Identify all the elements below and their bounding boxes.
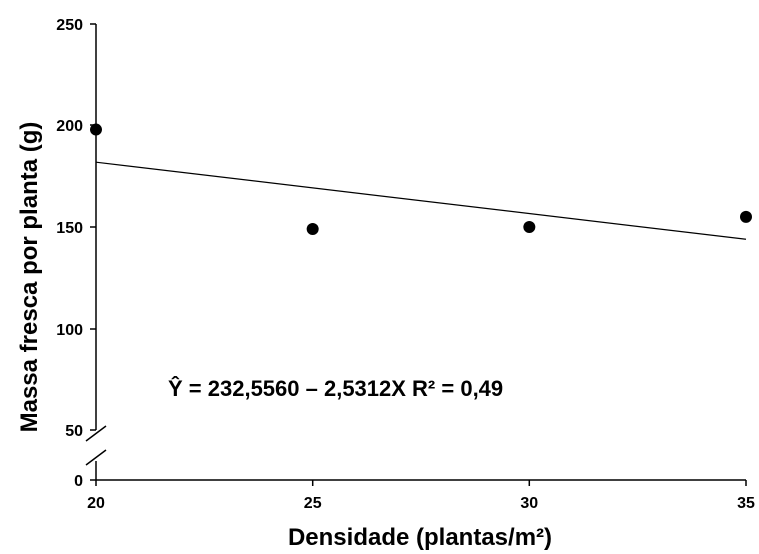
y-axis-break-mark [85,449,107,466]
x-axis-title: Densidade (plantas/m²) [288,524,552,551]
x-tick-label: 35 [737,495,755,512]
y-tick-label: 200 [56,118,83,135]
data-point [306,223,319,236]
x-tick-label: 25 [304,495,322,512]
data-point [90,123,102,136]
data-point [523,221,536,233]
x-tick-label: 30 [520,495,538,512]
y-axis-break-mark [85,425,107,442]
regression-line [95,161,747,240]
y-tick-label: 0 [74,473,83,490]
x-tick-label: 20 [87,495,105,512]
data-point [740,210,752,223]
data-points [90,123,752,236]
y-tick-label: 50 [65,423,83,440]
y-tick-label: 250 [56,17,83,34]
y-axis-title: Massa fresca por planta (g) [16,122,43,433]
y-tick-label: 100 [56,322,83,339]
y-tick-label: 150 [56,220,83,237]
regression-equation: Ŷ = 232,5560 – 2,5312X R² = 0,49 [168,376,503,401]
